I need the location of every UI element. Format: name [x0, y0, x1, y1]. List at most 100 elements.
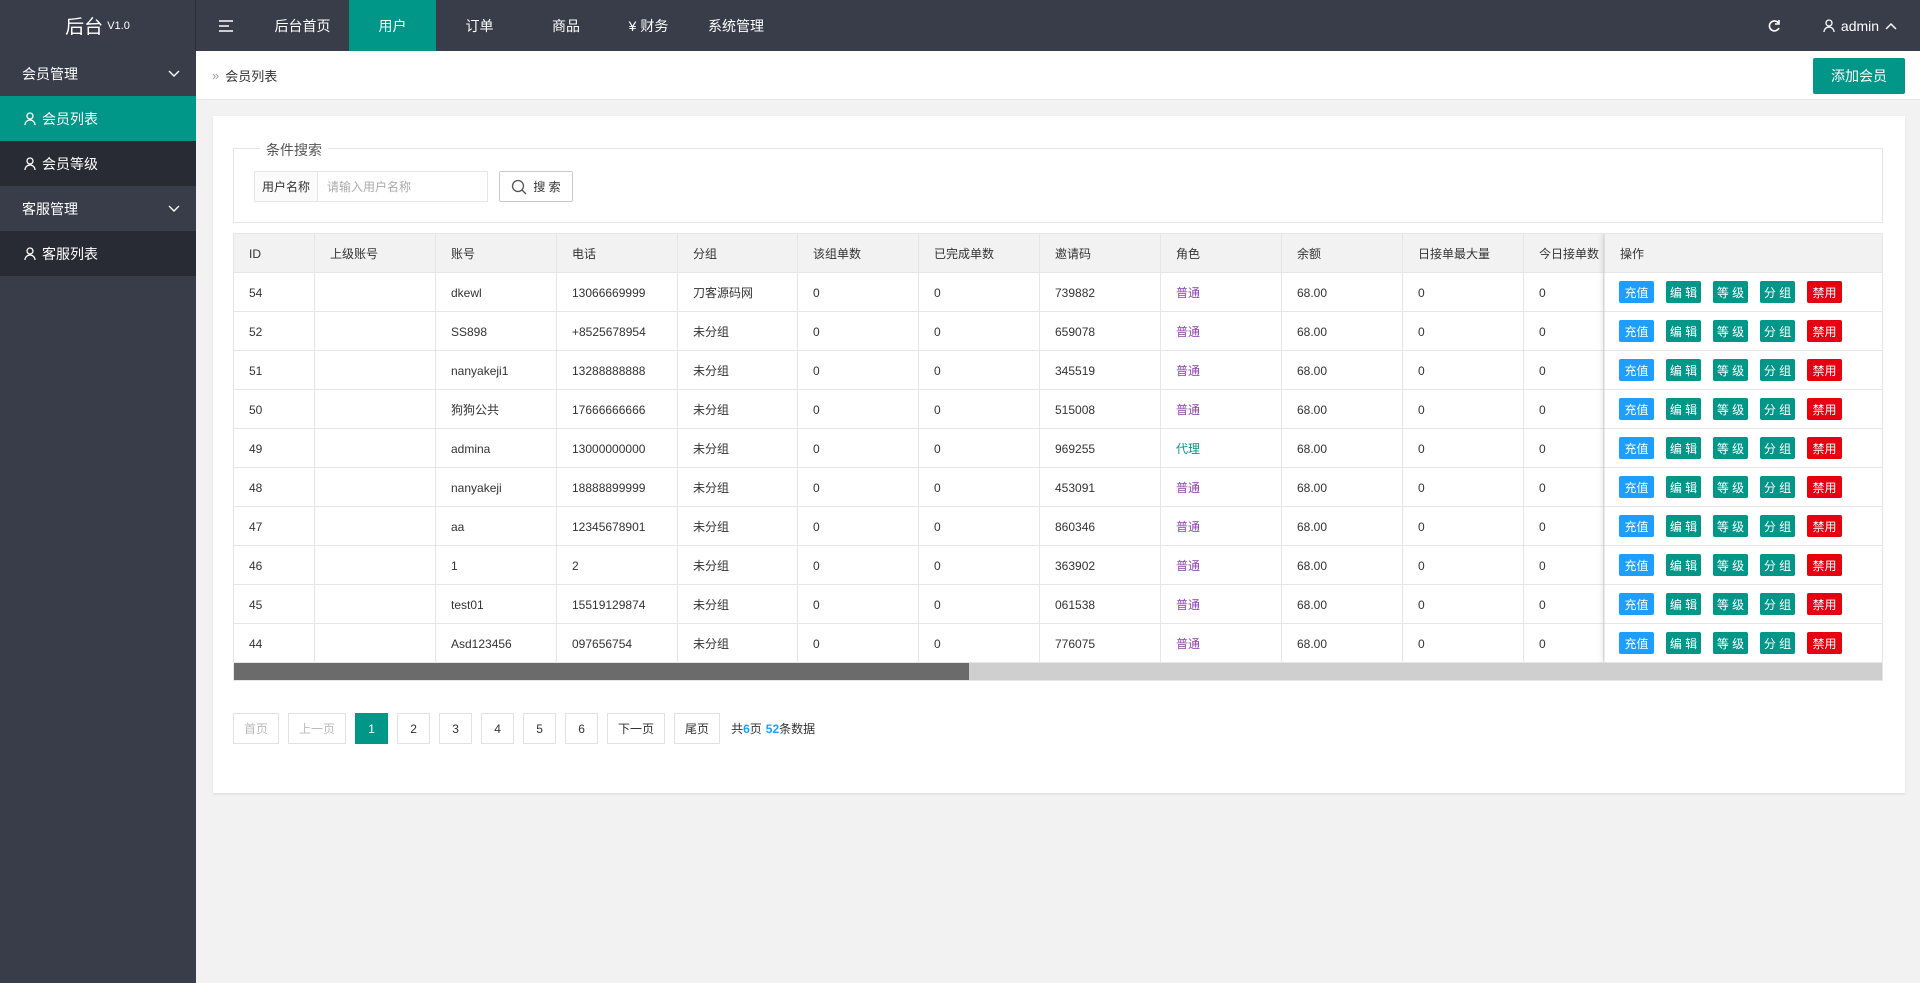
scrollbar[interactable] — [234, 663, 1882, 680]
action-button[interactable]: 编 辑 — [1666, 320, 1701, 342]
sidebar-group[interactable]: 客服管理 — [0, 186, 196, 231]
action-button[interactable]: 充值 — [1619, 476, 1654, 498]
page-number[interactable]: 5 — [523, 713, 557, 744]
search-input[interactable]: 请输入用户名称 — [317, 171, 488, 202]
user-menu[interactable]: admin — [1800, 0, 1920, 51]
table-cell: 17666666666 — [557, 390, 678, 429]
table-row: 46 1 2 未分组 0 0 363902 普通 68.00 0 0 — [234, 546, 1882, 585]
action-button[interactable]: 编 辑 — [1666, 359, 1701, 381]
action-button[interactable]: 等 级 — [1713, 320, 1748, 342]
action-button[interactable]: 等 级 — [1713, 632, 1748, 654]
action-button[interactable]: 分 组 — [1760, 554, 1795, 576]
actions-column: 操作 充值编 辑等 级分 组禁用 充值编 辑等 级分 组禁用 充值编 辑等 级分 组禁… — [1605, 234, 1882, 663]
action-button[interactable]: 编 辑 — [1666, 632, 1701, 654]
action-button[interactable]: 充值 — [1619, 593, 1654, 615]
action-button[interactable]: 充值 — [1619, 632, 1654, 654]
sidebar-item[interactable]: 会员列表 — [0, 96, 196, 141]
menu-toggle[interactable] — [196, 0, 256, 51]
action-button[interactable]: 分 组 — [1760, 359, 1795, 381]
action-button[interactable]: 充值 — [1619, 437, 1654, 459]
action-button[interactable]: 分 组 — [1760, 437, 1795, 459]
sidebar-group[interactable]: 会员管理 — [0, 51, 196, 96]
action-button[interactable]: 等 级 — [1713, 398, 1748, 420]
table-cell: 0 — [919, 624, 1040, 663]
refresh[interactable] — [1747, 0, 1800, 51]
action-button[interactable]: 禁用 — [1807, 398, 1842, 420]
table-cell: 0 — [919, 351, 1040, 390]
table-cell: 0 — [919, 507, 1040, 546]
action-button[interactable]: 等 级 — [1713, 476, 1748, 498]
action-button[interactable]: 编 辑 — [1666, 476, 1701, 498]
action-button[interactable]: 编 辑 — [1666, 554, 1701, 576]
action-button[interactable]: 等 级 — [1713, 437, 1748, 459]
sidebar-item[interactable]: 客服列表 — [0, 231, 196, 276]
action-button[interactable]: 编 辑 — [1666, 398, 1701, 420]
action-button[interactable]: 充值 — [1619, 320, 1654, 342]
table-cell: 0 — [919, 585, 1040, 624]
page-first[interactable]: 首页 — [233, 713, 280, 744]
nav-item[interactable]: 订单 — [465, 17, 494, 34]
action-button[interactable]: 分 组 — [1760, 398, 1795, 420]
sidebar-item[interactable]: 会员等级 — [0, 141, 196, 186]
page-next[interactable]: 下一页 — [607, 713, 666, 744]
table: ID 上级账号 账号 电话 分组 该组单数 已完成单数 邀请码 角色 余额 日接单最大量 今日接单数 5… — [233, 233, 1883, 681]
sidebar: 会员管理 会员列表 会员等级 客服管理客服列表 — [0, 51, 196, 983]
page-prev[interactable]: 上一页 — [288, 713, 347, 744]
action-button[interactable]: 编 辑 — [1666, 437, 1701, 459]
table-cell: 0 — [1524, 585, 1604, 624]
scroll-thumb[interactable] — [234, 663, 969, 680]
action-button[interactable]: 禁用 — [1807, 554, 1842, 576]
action-button[interactable]: 充值 — [1619, 554, 1654, 576]
table-cell: nanyakeji1 — [436, 351, 557, 390]
table-cell — [315, 351, 436, 390]
table-cell: 未分组 — [678, 390, 798, 429]
action-button[interactable]: 禁用 — [1807, 437, 1842, 459]
action-button[interactable]: 等 级 — [1713, 281, 1748, 303]
action-button[interactable]: 禁用 — [1807, 320, 1842, 342]
action-button[interactable]: 禁用 — [1807, 359, 1842, 381]
add-button[interactable]: 添加会员 — [1813, 58, 1905, 94]
table-cell: 未分组 — [678, 429, 798, 468]
action-button[interactable]: 分 组 — [1760, 632, 1795, 654]
action-button[interactable]: 禁用 — [1807, 476, 1842, 498]
action-button[interactable]: 分 组 — [1760, 593, 1795, 615]
table-cell: 未分组 — [678, 624, 798, 663]
page-number[interactable]: 2 — [397, 713, 431, 744]
action-button[interactable]: 禁用 — [1807, 632, 1842, 654]
item-label: 客服列表 — [42, 245, 98, 262]
action-button[interactable]: 等 级 — [1713, 593, 1748, 615]
page-last[interactable]: 尾页 — [674, 713, 721, 744]
nav-item[interactable]: ¥ 财务 — [628, 17, 669, 34]
table-cell: 刀客源码网 — [678, 273, 798, 312]
action-button[interactable]: 分 组 — [1760, 281, 1795, 303]
page-number[interactable]: 4 — [481, 713, 515, 744]
action-button[interactable]: 禁用 — [1807, 593, 1842, 615]
nav-item[interactable]: 系统管理 — [708, 17, 764, 34]
action-button[interactable]: 分 组 — [1760, 515, 1795, 537]
search-button[interactable]: 搜 索 — [499, 171, 573, 202]
action-button[interactable]: 充值 — [1619, 281, 1654, 303]
nav-item[interactable]: 用户 — [349, 0, 436, 51]
nav-item[interactable]: 商品 — [552, 17, 580, 34]
action-button[interactable]: 等 级 — [1713, 554, 1748, 576]
action-button[interactable]: 分 组 — [1760, 320, 1795, 342]
table-cell: 未分组 — [678, 585, 798, 624]
action-button[interactable]: 编 辑 — [1666, 281, 1701, 303]
action-button[interactable]: 等 级 — [1713, 515, 1748, 537]
nav-item[interactable]: 后台首页 — [274, 17, 331, 34]
page-number[interactable]: 6 — [565, 713, 599, 744]
action-button[interactable]: 编 辑 — [1666, 593, 1701, 615]
action-button[interactable]: 充值 — [1619, 359, 1654, 381]
action-button[interactable]: 充值 — [1619, 398, 1654, 420]
table-cell: 普通 — [1161, 546, 1282, 585]
page-number[interactable]: 1 — [355, 713, 389, 744]
action-button[interactable]: 编 辑 — [1666, 515, 1701, 537]
table-cell — [315, 468, 436, 507]
table-cell: 未分组 — [678, 312, 798, 351]
action-button[interactable]: 等 级 — [1713, 359, 1748, 381]
action-button[interactable]: 充值 — [1619, 515, 1654, 537]
action-button[interactable]: 禁用 — [1807, 515, 1842, 537]
action-button[interactable]: 分 组 — [1760, 476, 1795, 498]
action-button[interactable]: 禁用 — [1807, 281, 1842, 303]
page-number[interactable]: 3 — [439, 713, 473, 744]
